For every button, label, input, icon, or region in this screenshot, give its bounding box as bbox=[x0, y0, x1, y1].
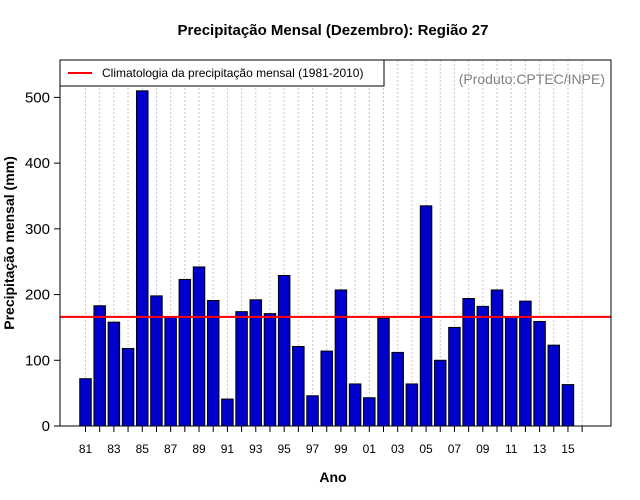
legend-label: Climatologia da precipitação mensal (198… bbox=[102, 66, 363, 80]
legend-box bbox=[59, 59, 385, 87]
bar-2004 bbox=[405, 383, 419, 427]
x-tick-label: 05 bbox=[419, 442, 433, 456]
credit-text: (Produto:CPTEC/INPE) bbox=[459, 71, 605, 87]
y-tick-label: 0 bbox=[42, 418, 50, 435]
x-tick-label: 99 bbox=[334, 442, 348, 456]
x-tick-label: 85 bbox=[136, 442, 150, 456]
x-tick-label: 97 bbox=[306, 442, 320, 456]
bar-1990 bbox=[206, 299, 220, 427]
legend: Climatologia da precipitação mensal (198… bbox=[59, 59, 385, 87]
x-tick-label: 89 bbox=[192, 442, 206, 456]
x-tick-label: 15 bbox=[561, 442, 575, 456]
x-tick-label: 91 bbox=[221, 442, 235, 456]
bar-1989 bbox=[192, 266, 206, 427]
bar-2013 bbox=[533, 321, 546, 427]
bar-1999 bbox=[334, 289, 348, 427]
bar-1986 bbox=[150, 295, 163, 427]
bar-2011 bbox=[504, 316, 518, 427]
x-tick-label: 83 bbox=[107, 442, 121, 456]
bar-1994 bbox=[263, 313, 277, 427]
bar-1996 bbox=[292, 345, 305, 427]
bar-2003 bbox=[391, 351, 404, 427]
x-tick-label: 87 bbox=[164, 442, 178, 456]
x-tick-label: 01 bbox=[363, 442, 377, 456]
bar-2015 bbox=[561, 384, 575, 427]
x-tick-label: 95 bbox=[277, 442, 291, 456]
bar-2000 bbox=[348, 383, 362, 427]
chart-title: Precipitação Mensal (Dezembro): Região 2… bbox=[178, 22, 489, 39]
bar-1988 bbox=[178, 278, 192, 427]
x-tick-label: 11 bbox=[505, 442, 518, 456]
bar-1991 bbox=[221, 398, 234, 427]
y-tick-label: 100 bbox=[25, 352, 50, 369]
x-tick-label: 03 bbox=[391, 442, 405, 456]
bar-2010 bbox=[490, 289, 504, 427]
bar-1983 bbox=[107, 321, 121, 427]
bar-1981 bbox=[79, 378, 92, 427]
x-tick-label: 93 bbox=[249, 442, 263, 456]
bar-2007 bbox=[448, 326, 461, 427]
bar-2006 bbox=[434, 359, 447, 427]
bar-2012 bbox=[519, 300, 532, 427]
bar-1987 bbox=[164, 316, 177, 427]
y-tick-label: 400 bbox=[25, 155, 50, 172]
bar-1982 bbox=[93, 305, 106, 427]
bar-1992 bbox=[235, 311, 248, 427]
x-tick-label: 07 bbox=[448, 442, 462, 456]
bar-1993 bbox=[249, 299, 263, 427]
bar-2009 bbox=[476, 305, 490, 427]
x-axis: 81 83 85 87 89 91 93 95 97 99 01 03 05 07 09 11 13 15 bbox=[79, 426, 583, 456]
bar-1985 bbox=[136, 90, 149, 427]
y-axis-label: Precipitação mensal (mm) bbox=[1, 156, 17, 330]
y-tick-label: 200 bbox=[25, 287, 50, 304]
bar-1997 bbox=[306, 395, 319, 427]
bar-1995 bbox=[277, 275, 291, 427]
x-tick-label: 13 bbox=[533, 442, 547, 456]
bar-1984 bbox=[121, 347, 135, 427]
x-tick-label: 81 bbox=[79, 442, 93, 456]
y-tick-label: 500 bbox=[25, 89, 50, 106]
bar-2014 bbox=[547, 344, 561, 427]
bar-2001 bbox=[363, 397, 376, 427]
y-axis: 0 100 200 300 400 500 bbox=[25, 89, 60, 435]
x-tick-label: 09 bbox=[476, 442, 490, 456]
y-tick-label: 300 bbox=[25, 221, 50, 238]
x-axis-label: Ano bbox=[319, 469, 346, 485]
bar-1998 bbox=[320, 350, 333, 427]
bar-2002 bbox=[377, 317, 390, 427]
